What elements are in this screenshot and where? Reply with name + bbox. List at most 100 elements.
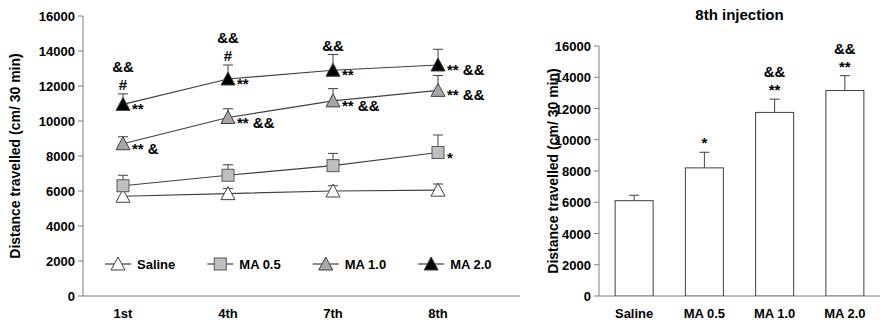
- y-tick-label: 0: [584, 289, 591, 304]
- error-cap: [223, 164, 233, 165]
- figure: 0200040006000800010000120001400016000Dis…: [0, 0, 885, 333]
- annotation: *: [447, 149, 453, 166]
- y-tick: [594, 202, 599, 203]
- error-cap: [840, 75, 850, 76]
- y-tick: [594, 139, 599, 140]
- y-tick-label: 0: [68, 289, 75, 304]
- bar: [615, 201, 653, 296]
- annotation: #: [119, 76, 128, 93]
- y-tick: [594, 171, 599, 172]
- y-tick-label: 4000: [46, 219, 75, 234]
- marker: [222, 169, 234, 181]
- error-bar: [770, 99, 780, 112]
- y-tick: [594, 46, 599, 47]
- x-tick-label: MA 2.0: [824, 306, 865, 321]
- y-tick-label: 4000: [562, 227, 591, 242]
- marker: [432, 147, 444, 159]
- error-cap: [118, 93, 128, 94]
- annotation: ** &&: [342, 97, 380, 114]
- y-tick-label: 16000: [555, 39, 591, 54]
- y-tick-label: 6000: [562, 195, 591, 210]
- legend-marker: [214, 258, 226, 270]
- marks: [615, 76, 864, 296]
- annotation: &&: [322, 37, 344, 54]
- error-stem: [704, 152, 705, 168]
- legend-label: MA 2.0: [450, 257, 491, 272]
- x-tick-label: 4th: [218, 306, 238, 321]
- error-cap: [223, 65, 233, 66]
- y-tick-label: 2000: [562, 258, 591, 273]
- y-tick-label: 2000: [46, 254, 75, 269]
- bar: [685, 168, 723, 296]
- error-cap: [433, 49, 443, 50]
- y-tick-label: 6000: [46, 184, 75, 199]
- series-line: [123, 153, 438, 186]
- error-cap: [118, 175, 128, 176]
- marker: [326, 94, 340, 107]
- annotation: &&: [112, 58, 134, 75]
- x-tick-label: 7th: [323, 306, 343, 321]
- annotations: *** &** &&** &&** &&**&&#**&&#**&&** &&: [112, 29, 485, 166]
- annotation: &&: [764, 63, 786, 80]
- annotation: &&: [834, 40, 856, 57]
- annotation: **: [342, 66, 354, 83]
- error-cap: [699, 152, 709, 153]
- bar: [756, 112, 794, 296]
- error-cap: [433, 135, 443, 136]
- error-bar: [629, 195, 639, 200]
- y-tick: [594, 233, 599, 234]
- error-cap: [328, 54, 338, 55]
- y-tick: [78, 296, 83, 297]
- marks: [116, 49, 445, 202]
- y-tick-label: 16000: [39, 9, 75, 24]
- legend: SalineMA 0.5MA 1.0MA 2.0: [105, 257, 492, 272]
- line-chart: 0200040006000800010000120001400016000Dis…: [7, 9, 520, 321]
- x-tick-label: Saline: [615, 306, 653, 321]
- error-stem: [774, 99, 775, 112]
- error-cap: [223, 108, 233, 109]
- y-axis-label: Distance travelled (cm/ 30 min): [545, 68, 561, 273]
- x-tick-label: 8th: [428, 306, 448, 321]
- y-tick-label: 14000: [39, 44, 75, 59]
- annotation: &&: [217, 29, 239, 46]
- y-tick: [78, 121, 83, 122]
- y-tick: [78, 16, 83, 17]
- annotation: *: [701, 134, 707, 151]
- annotation: ** &: [132, 140, 159, 157]
- marker: [326, 184, 340, 197]
- y-tick-label: 8000: [562, 164, 591, 179]
- error-cap: [629, 195, 639, 196]
- y-tick: [594, 108, 599, 109]
- marker: [221, 111, 235, 124]
- legend-marker: [319, 257, 333, 270]
- bar-chart: 8th injection020004000600080001000012000…: [545, 6, 880, 321]
- series-line: [123, 90, 438, 143]
- annotation: **: [132, 100, 144, 117]
- y-tick-label: 12000: [39, 79, 75, 94]
- y-tick: [594, 296, 599, 297]
- legend-marker: [111, 257, 125, 270]
- error-cap: [328, 153, 338, 154]
- y-tick: [78, 261, 83, 262]
- y-axis-label: Distance travelled (cm/ 30 min): [7, 53, 23, 258]
- x-tick-label: 1st: [114, 306, 133, 321]
- marker: [116, 97, 130, 110]
- error-bar: [699, 152, 709, 168]
- marker: [117, 180, 129, 192]
- marker: [431, 58, 445, 71]
- error-bar: [840, 76, 850, 91]
- legend-label: Saline: [137, 257, 175, 272]
- x-tick-label: MA 1.0: [754, 306, 795, 321]
- annotation: ** &&: [237, 114, 275, 131]
- marker: [327, 160, 339, 172]
- x-tick-label: MA 0.5: [684, 306, 725, 321]
- marker: [116, 137, 130, 150]
- annotation: **: [769, 81, 781, 98]
- marker: [221, 187, 235, 200]
- y-tick: [78, 51, 83, 52]
- annotation: **: [237, 75, 249, 92]
- legend-marker: [424, 257, 438, 270]
- marker: [221, 72, 235, 85]
- annotation: ** &&: [447, 86, 485, 103]
- annotations: *&&**&&**: [701, 40, 855, 152]
